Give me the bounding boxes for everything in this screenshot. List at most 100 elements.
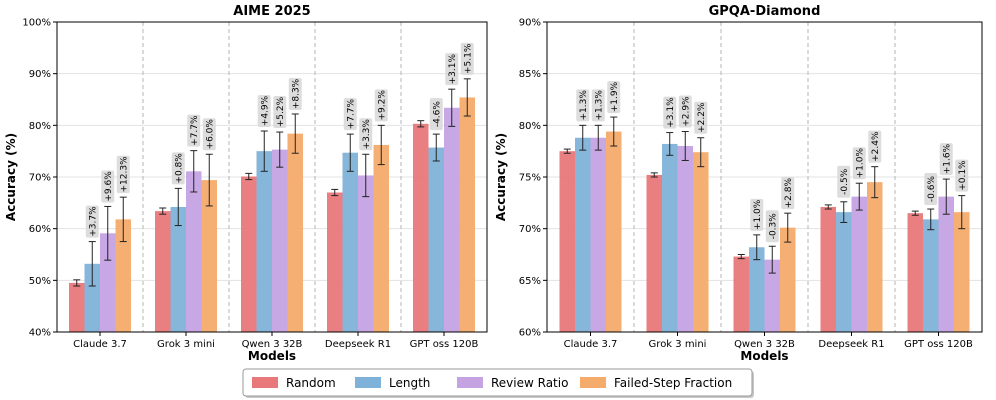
data-label-bg — [116, 155, 130, 194]
bar — [241, 176, 257, 332]
data-label: +7.7% — [190, 115, 200, 146]
data-label: +3.1% — [666, 97, 676, 128]
x-tick-label: Claude 3.7 — [73, 339, 127, 350]
x-tick-label: Claude 3.7 — [564, 339, 618, 350]
data-label-bg — [429, 98, 443, 131]
y-tick-label: 70% — [519, 224, 541, 235]
y-tick-label: 75% — [519, 173, 541, 184]
data-label-bg — [273, 96, 287, 129]
data-label-bg — [374, 89, 388, 122]
x-axis-label: Models — [740, 349, 788, 363]
data-label-bg — [85, 205, 99, 238]
bar — [428, 147, 444, 332]
data-label: +0.1% — [958, 160, 968, 191]
data-label: +0.8% — [174, 153, 184, 184]
data-label: +1.6% — [942, 143, 952, 174]
data-label-bg — [445, 53, 459, 86]
bar — [170, 206, 186, 332]
data-label-bg — [257, 95, 271, 128]
legend-label: Failed-Step Fraction — [614, 376, 732, 390]
bar — [186, 171, 202, 332]
data-label: +9.2% — [377, 90, 387, 121]
bar — [69, 282, 85, 332]
data-label-bg — [591, 89, 605, 122]
data-label: +5.1% — [463, 43, 473, 74]
x-tick-label: GPT oss 120B — [410, 339, 479, 350]
y-tick-label: 80% — [29, 121, 51, 132]
bar — [201, 180, 217, 332]
data-label-bg — [460, 42, 474, 75]
data-label-bg — [663, 96, 677, 129]
bar — [820, 206, 836, 332]
legend-swatch — [580, 377, 606, 388]
legend: Random Length Review Ratio Failed-Step Frac… — [242, 368, 754, 398]
data-label: +1.0% — [753, 199, 763, 230]
data-label-bg — [343, 98, 357, 131]
data-label: +1.3% — [594, 90, 604, 121]
chart-panel-1: 40% 50% 60% 70% 80% 90% 100% +3.7% +9.6% +12.3% Cl… — [4, 4, 488, 363]
data-label-bg — [868, 130, 882, 163]
x-tick-label: GPT oss 120B — [904, 339, 973, 350]
data-label: -0.6% — [927, 176, 937, 203]
y-axis-label: Accuracy (%) — [494, 133, 508, 221]
bar — [575, 137, 591, 332]
x-tick-label: Grok 3 mini — [649, 339, 707, 350]
bar — [662, 143, 678, 332]
data-label-bg — [187, 114, 201, 147]
data-label: +9.6% — [104, 171, 114, 202]
bar — [954, 212, 970, 332]
bar — [459, 97, 475, 332]
data-label: -0.3% — [768, 213, 778, 240]
data-label: +12.3% — [119, 156, 129, 193]
data-label: -4.6% — [432, 101, 442, 128]
bar — [938, 196, 954, 332]
data-label-bg — [101, 170, 115, 203]
legend-swatch — [457, 377, 483, 388]
legend-box — [242, 368, 753, 397]
data-label: +8.3% — [291, 78, 301, 109]
y-tick-label: 65% — [519, 276, 541, 287]
y-tick-label: 70% — [29, 173, 51, 184]
x-tick-label: Deepseek R1 — [325, 339, 391, 350]
bar — [764, 259, 780, 332]
data-label-bg — [924, 173, 938, 206]
data-label-bg — [607, 81, 621, 114]
data-label: +5.2% — [276, 96, 286, 127]
data-label-bg — [359, 118, 373, 151]
legend-swatch — [252, 377, 278, 388]
data-label: +1.9% — [610, 81, 620, 112]
bar — [907, 213, 923, 332]
bar — [606, 131, 622, 332]
data-label: +2.4% — [871, 131, 881, 162]
legend-swatch — [355, 377, 381, 388]
x-axis-label: Models — [248, 349, 296, 363]
data-label-bg — [288, 77, 302, 110]
chart-title: GPQA-Diamond — [709, 4, 821, 19]
bar — [100, 233, 116, 332]
data-label-bg — [576, 89, 590, 122]
bar — [749, 247, 765, 332]
chart-title: AIME 2025 — [233, 4, 310, 19]
legend-label: Review Ratio — [491, 376, 568, 390]
bar — [115, 219, 131, 332]
bar — [780, 227, 796, 332]
y-tick-label: 60% — [519, 328, 541, 339]
data-label-bg — [171, 152, 185, 185]
data-label-bg — [202, 118, 216, 151]
legend-label: Length — [389, 376, 430, 390]
bar — [256, 151, 272, 332]
bar — [84, 263, 100, 332]
x-tick-label: Deepseek R1 — [818, 339, 884, 350]
bar — [836, 212, 852, 332]
y-tick-label: 60% — [29, 224, 51, 235]
bar — [646, 174, 662, 332]
data-label-bg — [765, 210, 779, 243]
bar — [444, 107, 460, 333]
data-label: +3.3% — [362, 119, 372, 150]
y-tick-label: 100% — [22, 18, 51, 29]
bar — [413, 123, 429, 333]
y-tick-label: 40% — [29, 328, 51, 339]
chart-panel-2: 60% 65% 70% 75% 80% 85% 90% +1.3% +1.3% +1.9% Clau… — [494, 4, 983, 363]
data-label: +1.3% — [579, 90, 589, 121]
